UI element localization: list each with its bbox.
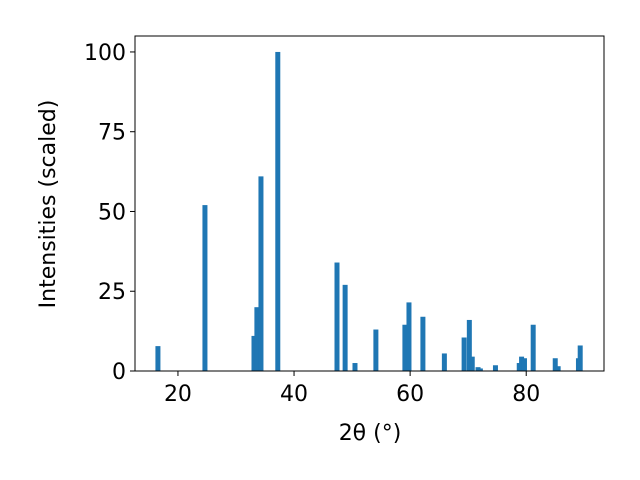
bar [461,337,467,371]
bar [275,51,281,371]
x-tick-label: 40 [280,382,308,407]
bar [555,366,561,371]
bar [342,284,348,371]
bar [420,316,426,371]
bar [352,363,358,371]
bar [466,319,472,371]
bar [530,324,536,371]
bar [254,307,260,371]
bar [155,346,161,371]
y-tick-label: 75 [98,121,126,146]
bar [521,358,527,371]
y-tick-label: 100 [84,41,126,66]
bar [441,353,447,371]
bar [373,329,379,371]
plot-frame [134,35,605,372]
bar [202,205,208,371]
bar [577,345,583,371]
bar [258,176,264,371]
bar [477,368,483,371]
x-axis-label: 2θ (°) [339,421,402,446]
bar [251,335,257,371]
bar [402,324,408,371]
y-tick-label: 50 [98,200,126,225]
y-axis-label: Intensities (scaled) [36,100,61,309]
bar [519,356,525,371]
y-tick-label: 0 [112,360,126,385]
bar [469,356,475,371]
y-tick-label: 25 [98,280,126,305]
x-tick-label: 20 [164,382,192,407]
x-tick-label: 80 [512,382,540,407]
x-tick-label: 60 [396,382,424,407]
bar [552,358,558,371]
bar [334,262,340,371]
bar [492,365,498,371]
bar [406,302,412,371]
